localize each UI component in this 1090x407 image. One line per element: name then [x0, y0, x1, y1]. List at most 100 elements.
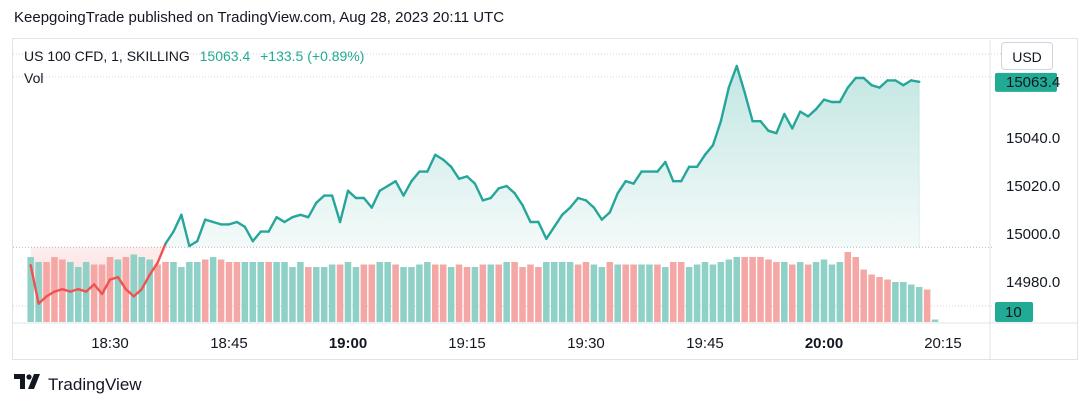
price-line-segment: [362, 196, 373, 209]
volume-bar: [693, 264, 701, 322]
price-line-segment: [203, 218, 215, 224]
volume-bar: [336, 264, 344, 322]
price-line-segment: [846, 76, 857, 89]
volume-bar: [162, 262, 169, 322]
volume-bar: [923, 289, 931, 322]
volume-bar: [424, 262, 431, 322]
volume-bar: [670, 262, 677, 322]
volume-badge-text: 10: [1005, 304, 1022, 321]
price-line-segment: [521, 203, 532, 224]
volume-bar: [455, 264, 463, 322]
footer-brand[interactable]: TradingView: [14, 374, 142, 395]
volume-bar: [900, 282, 907, 322]
price-line-segment: [513, 191, 524, 207]
price-line-segment: [92, 283, 104, 296]
price-line-segment: [806, 107, 818, 118]
volume-bar: [598, 267, 606, 322]
volume-bar: [265, 262, 272, 322]
volume-bar: [281, 262, 288, 322]
volume-bar: [519, 267, 526, 322]
volume-legend[interactable]: Vol: [24, 70, 44, 86]
volume-bar: [622, 264, 629, 322]
price-line-segment: [592, 206, 604, 221]
x-tick-label: 19:15: [448, 335, 486, 352]
symbol-legend: US 100 CFD, 1, SKILLING 15063.4 +133.5 (…: [24, 48, 364, 64]
volume-bar: [868, 274, 875, 322]
price-line-segment: [402, 179, 413, 197]
price-line-segment: [156, 242, 167, 264]
volume-bar: [852, 257, 859, 322]
price-line-segment: [299, 213, 310, 219]
volume-bar: [392, 264, 399, 322]
price-line-segment: [148, 261, 159, 276]
volume-bar: [558, 262, 566, 322]
volume-bar: [662, 267, 669, 322]
tradingview-logo-icon: [14, 374, 42, 395]
volume-bar: [614, 264, 621, 322]
price-line-segment: [188, 239, 199, 248]
volume-bar: [527, 264, 534, 322]
price-line-segment: [489, 187, 500, 200]
volume-bar: [574, 264, 582, 322]
price-line-segment: [735, 64, 746, 94]
volume-bar: [741, 257, 748, 322]
price-line-segment: [434, 153, 445, 161]
volume-bar: [257, 262, 264, 322]
price-line-segment: [632, 170, 643, 185]
price-line-segment: [108, 276, 120, 281]
symbol-name[interactable]: US 100 CFD, 1, SKILLING: [24, 48, 190, 64]
publisher-caption: KeepgoingTrade published on TradingView.…: [14, 9, 505, 26]
price-line-segment: [814, 98, 826, 111]
volume-bar: [352, 267, 360, 322]
price-line-segment: [624, 179, 635, 185]
price-line-segment: [545, 225, 556, 241]
currency-button[interactable]: USD: [1001, 42, 1053, 70]
price-line-segment: [227, 220, 239, 226]
price-line-segment: [561, 206, 572, 217]
volume-bar: [606, 262, 614, 322]
volume-bar: [773, 262, 780, 322]
price-line-segment: [140, 273, 151, 291]
price-line-segment: [481, 196, 492, 202]
price-line-segment: [370, 189, 381, 209]
volume-bar: [344, 262, 352, 322]
volume-bar: [582, 262, 590, 322]
price-line-segment: [656, 160, 667, 173]
price-line-segment: [283, 215, 294, 224]
volume-bar: [479, 264, 487, 322]
volume-bar: [709, 264, 717, 322]
volume-bar: [931, 319, 939, 322]
volume-bar: [551, 262, 558, 322]
volume-bar: [511, 262, 518, 322]
volume-bar: [487, 264, 495, 322]
x-tick-label: 18:30: [91, 335, 129, 352]
price-line-segment: [465, 175, 477, 185]
price-line-segment: [394, 179, 405, 197]
volume-bar: [471, 267, 479, 322]
volume-bar: [503, 262, 510, 322]
volume-bar: [241, 262, 249, 322]
price-line-segment: [576, 196, 588, 202]
price-line-segment: [346, 189, 358, 200]
price-line-segment: [37, 295, 48, 305]
price-line-segment: [243, 225, 255, 243]
area-fill-above: [30, 66, 920, 248]
price-line-segment: [116, 276, 128, 291]
volume-bar: [844, 252, 852, 322]
volume-bar: [796, 262, 804, 322]
volume-bar: [408, 267, 415, 322]
volume-bar: [543, 262, 550, 322]
volume-bar: [59, 259, 66, 322]
price-line-segment: [862, 76, 873, 87]
y-tick-label: 15020.0: [1006, 178, 1060, 195]
volume-bar: [320, 267, 328, 322]
volume-bar: [717, 262, 725, 322]
price-line-segment: [894, 79, 905, 87]
price-line-segment: [505, 184, 516, 195]
price-line-segment: [799, 110, 810, 118]
brand-name: TradingView: [48, 374, 142, 394]
price-line-segment: [386, 179, 397, 188]
volume-bar: [368, 264, 376, 322]
volume-bar: [328, 264, 336, 322]
